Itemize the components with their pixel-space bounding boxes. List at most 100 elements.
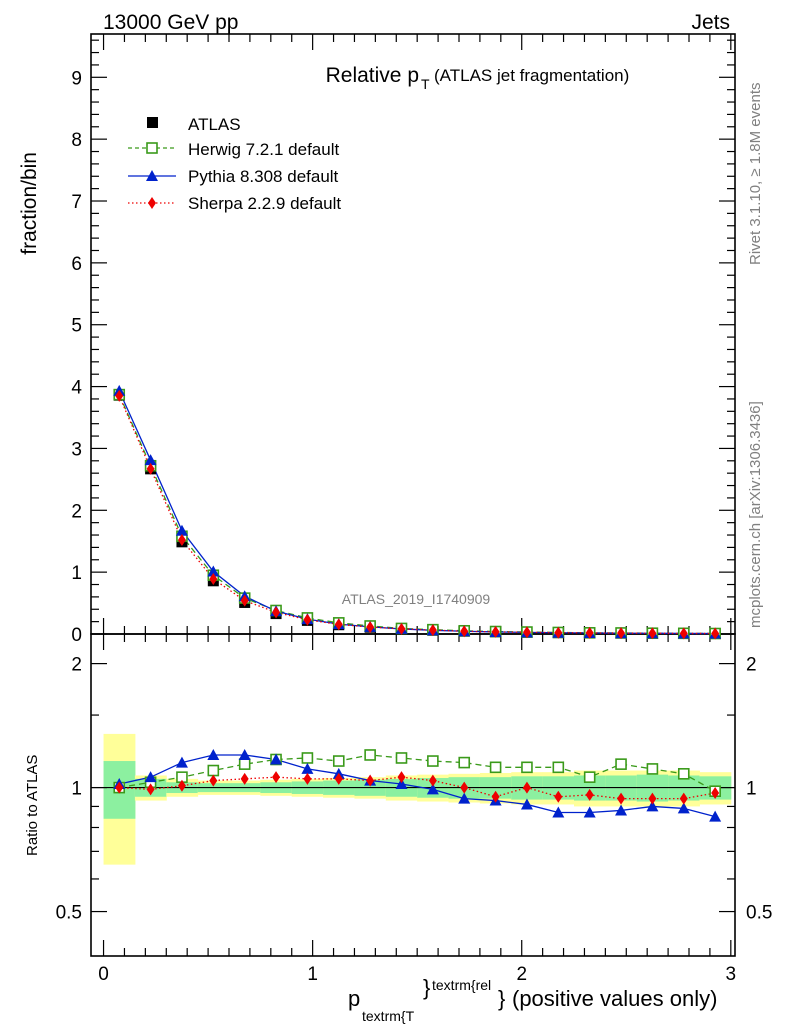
ratio-plot-frame bbox=[90, 633, 736, 957]
sherpa-main-point bbox=[334, 618, 343, 631]
x-tick-label: 0 bbox=[98, 964, 109, 985]
pythia-ratio-point bbox=[238, 748, 251, 760]
herwig-ratio-point bbox=[615, 758, 627, 770]
sherpa-main-point bbox=[585, 626, 594, 639]
legend-item-herwig: Herwig 7.2.1 default bbox=[128, 140, 339, 159]
sherpa-ratio-point bbox=[146, 783, 155, 796]
legend-pythia-marker bbox=[146, 170, 158, 181]
sherpa-main-point bbox=[617, 627, 626, 640]
legend-atlas-label: ATLAS bbox=[188, 115, 241, 134]
legend-item-pythia: Pythia 8.308 default bbox=[128, 167, 339, 186]
sherpa-main-point bbox=[679, 627, 688, 640]
pythia-ratio-line bbox=[119, 754, 716, 818]
sherpa-ratio-point bbox=[491, 790, 500, 803]
pythia-ratio-point bbox=[583, 806, 596, 818]
pythia-ratio-point bbox=[207, 748, 220, 760]
y-tick-label: 4 bbox=[71, 378, 82, 399]
ratio-tick-label: 1 bbox=[71, 779, 82, 800]
legend-pythia-label: Pythia 8.308 default bbox=[188, 167, 339, 186]
pythia-main-point bbox=[207, 565, 220, 577]
sherpa-main-point bbox=[240, 594, 249, 607]
sherpa-ratio-point bbox=[334, 772, 343, 785]
plot-title: Relative p bbox=[326, 64, 419, 87]
sherpa-main-point bbox=[272, 606, 281, 619]
pythia-ratio-point bbox=[520, 798, 533, 810]
herwig-ratio-point bbox=[521, 761, 533, 774]
x-title-sup: textrm{rel bbox=[432, 977, 491, 993]
ratio-tick-label-right: 0.5 bbox=[746, 903, 772, 924]
legend-item-atlas: ATLAS bbox=[147, 115, 241, 134]
sherpa-main-point bbox=[146, 462, 155, 475]
sherpa-main-point bbox=[366, 621, 375, 634]
main-y-axis: 0 1 2 3 4 5 6 7 8 9 bbox=[71, 39, 735, 646]
pythia-ratio-point bbox=[395, 778, 408, 790]
herwig-ratio-point bbox=[364, 749, 376, 761]
ratio-y-axis-title: Ratio to ATLAS bbox=[24, 755, 41, 856]
sherpa-ratio-point bbox=[209, 774, 218, 787]
ratio-tick-label-right: 1 bbox=[746, 779, 757, 800]
herwig-ratio-point bbox=[238, 758, 251, 770]
sherpa-main-point bbox=[554, 626, 563, 639]
y-tick-label: 7 bbox=[71, 192, 82, 213]
y-tick-label: 9 bbox=[71, 68, 82, 89]
legend-herwig-marker bbox=[146, 142, 158, 154]
pythia-ratio-point bbox=[677, 802, 690, 814]
sherpa-ratio-point bbox=[554, 790, 563, 803]
herwig-ratio-point bbox=[552, 761, 565, 774]
herwig-ratio-point bbox=[207, 764, 220, 777]
main-data-series bbox=[113, 384, 722, 640]
x-title-brace-sup: } bbox=[423, 975, 430, 1000]
x-title-main: p bbox=[348, 986, 360, 1011]
pythia-ratio-point bbox=[301, 762, 314, 774]
herwig-ratio-point bbox=[646, 763, 659, 775]
sherpa-ratio-point bbox=[679, 792, 688, 805]
ratio-tick-label: 0.5 bbox=[56, 903, 82, 924]
sherpa-main-point bbox=[648, 627, 657, 640]
x-tick-label: 2 bbox=[516, 964, 527, 985]
sherpa-ratio-point bbox=[272, 771, 281, 784]
sherpa-main-point bbox=[491, 625, 500, 638]
plot-title-suffix: (ATLAS jet fragmentation) bbox=[434, 66, 629, 85]
site-label: mcplots.cern.ch [arXiv:1306.3436] bbox=[747, 401, 764, 628]
sherpa-main-point bbox=[303, 613, 312, 626]
sherpa-main-point bbox=[711, 627, 720, 640]
x-title-suffix: (positive values only) bbox=[512, 986, 717, 1011]
pythia-ratio-point bbox=[646, 800, 659, 812]
ratio-y-axis: 0.5 0.5 1 1 2 2 bbox=[56, 655, 773, 924]
x-title-brace: } bbox=[498, 986, 505, 1011]
x-axis-title: p textrm{T } textrm{rel } (positive valu… bbox=[348, 975, 717, 1024]
sherpa-ratio-point bbox=[617, 792, 626, 805]
sherpa-main-point bbox=[428, 624, 437, 637]
legend: ATLAS Herwig 7.2.1 default Pythia 8.308 … bbox=[128, 115, 341, 213]
pythia-ratio-point bbox=[552, 806, 565, 818]
energy-label: 13000 GeV pp bbox=[103, 11, 238, 34]
sherpa-ratio-point bbox=[397, 771, 406, 784]
y-tick-label: 0 bbox=[71, 625, 82, 646]
pythia-ratio-point bbox=[709, 810, 722, 822]
legend-herwig-label: Herwig 7.2.1 default bbox=[188, 140, 339, 159]
y-tick-label: 2 bbox=[71, 501, 82, 522]
ratio-data-series bbox=[113, 748, 722, 822]
pythia-main-point bbox=[175, 524, 188, 536]
herwig-ratio-point bbox=[677, 768, 690, 780]
sherpa-ratio-point bbox=[585, 788, 594, 801]
pythia-ratio-point bbox=[426, 783, 439, 795]
y-tick-label: 8 bbox=[71, 130, 82, 151]
sherpa-main-point bbox=[209, 572, 218, 585]
herwig-ratio-point bbox=[301, 752, 314, 764]
sherpa-main-point bbox=[522, 626, 531, 639]
x-tick-label: 1 bbox=[307, 964, 318, 985]
process-label: Jets bbox=[691, 11, 730, 34]
pythia-main-point bbox=[144, 454, 157, 466]
y-tick-label: 6 bbox=[71, 254, 82, 275]
sherpa-ratio-point bbox=[460, 781, 469, 794]
ratio-tick-label: 2 bbox=[71, 655, 82, 676]
legend-item-sherpa: Sherpa 2.2.9 default bbox=[128, 194, 341, 213]
sherpa-main-point bbox=[460, 625, 469, 638]
y-tick-label: 3 bbox=[71, 439, 82, 460]
sherpa-ratio-point bbox=[303, 772, 312, 785]
sherpa-ratio-point bbox=[177, 779, 186, 792]
sherpa-main-point bbox=[115, 389, 124, 402]
sherpa-ratio-point bbox=[522, 781, 531, 794]
herwig-ratio-point bbox=[458, 756, 471, 769]
